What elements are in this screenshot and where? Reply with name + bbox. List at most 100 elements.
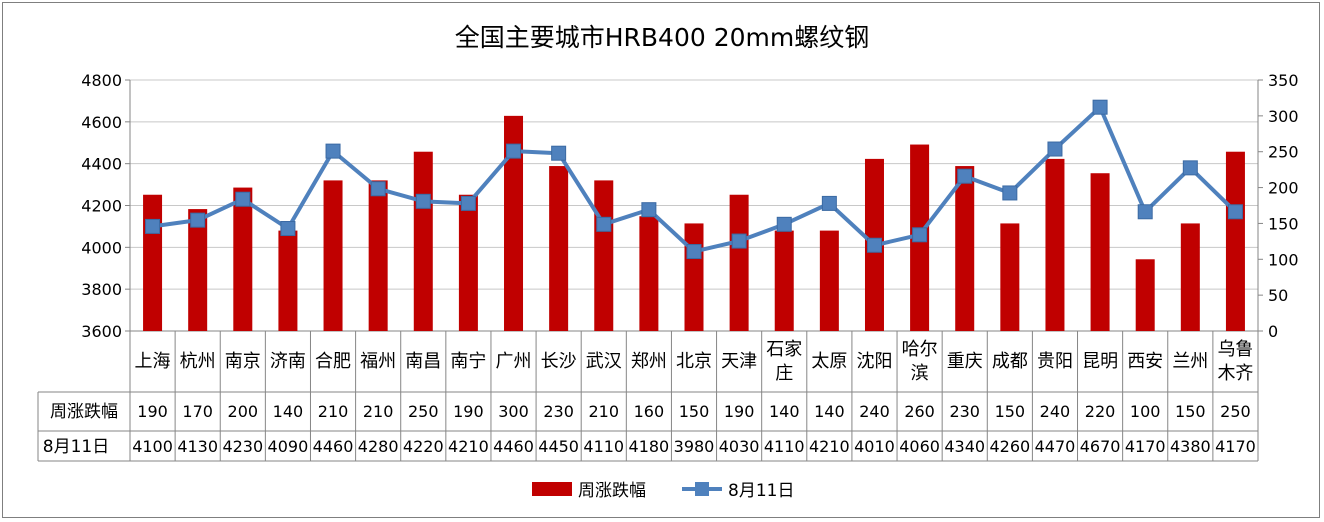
- table-cell: 140: [814, 402, 845, 421]
- bar: [819, 230, 839, 331]
- right-tick-label: 150: [1268, 214, 1299, 233]
- left-tick-label: 3800: [81, 280, 122, 299]
- table-cell: 4230: [222, 437, 263, 456]
- left-tick-label: 4200: [81, 197, 122, 216]
- category-label: 南昌: [405, 351, 441, 372]
- category-label: 济南: [270, 351, 306, 372]
- table-cell: 210: [318, 402, 349, 421]
- line-point: [821, 195, 837, 211]
- category-label: 郑州: [631, 351, 667, 372]
- line-point: [776, 216, 792, 232]
- left-tick-label: 4800: [81, 71, 122, 90]
- table-cell: 4340: [944, 437, 985, 456]
- line-point: [596, 216, 612, 232]
- table-cell: 260: [904, 402, 935, 421]
- line-point: [866, 237, 882, 253]
- table-cell: 4010: [854, 437, 895, 456]
- category-label: 武汉: [586, 351, 622, 372]
- right-tick-label: 350: [1268, 71, 1299, 90]
- line-point: [1182, 160, 1198, 176]
- line-point: [370, 181, 386, 197]
- table-cell: 4380: [1170, 437, 1211, 456]
- table-cell: 4100: [132, 437, 173, 456]
- table-cell: 190: [453, 402, 484, 421]
- category-label: 太原: [811, 351, 847, 372]
- table-cell: 150: [1175, 402, 1206, 421]
- line-point: [1227, 204, 1243, 220]
- table-cell: 4460: [313, 437, 354, 456]
- line-point: [957, 168, 973, 184]
- table-cell: 100: [1130, 402, 1161, 421]
- bar: [639, 216, 659, 331]
- table-cell: 190: [724, 402, 755, 421]
- table-cell: 3980: [674, 437, 715, 456]
- gridlines: [129, 79, 1259, 332]
- legend-label: 周涨跌幅: [578, 481, 646, 501]
- table-cell: 230: [543, 402, 574, 421]
- category-label: 昆明: [1082, 351, 1118, 372]
- table-cell: 210: [363, 402, 394, 421]
- line-point: [1047, 141, 1063, 157]
- bar: [1045, 158, 1065, 331]
- category-label: 乌鲁木齐: [1217, 339, 1253, 384]
- bar: [504, 115, 524, 331]
- table-cell: 210: [588, 402, 619, 421]
- bar: [458, 194, 478, 331]
- legend-marker: [695, 482, 709, 496]
- line-point: [280, 221, 296, 237]
- table-cell: 4460: [493, 437, 534, 456]
- line-point: [415, 193, 431, 209]
- bar: [233, 187, 253, 331]
- chart-title: 全国主要城市HRB400 20mm螺纹钢: [455, 23, 870, 52]
- bar: [1000, 223, 1020, 331]
- line-point: [641, 202, 657, 218]
- line-point: [1092, 99, 1108, 115]
- category-label: 重庆: [947, 351, 983, 372]
- category-label: 长沙: [541, 351, 577, 372]
- table-cell: 230: [949, 402, 980, 421]
- table-cell: 240: [859, 402, 890, 421]
- bar: [549, 166, 569, 331]
- bar: [413, 151, 433, 331]
- bar: [188, 209, 208, 331]
- table-cell: 250: [408, 402, 439, 421]
- category-label: 杭州: [180, 351, 216, 372]
- line-point: [325, 143, 341, 159]
- line-point: [145, 218, 161, 234]
- left-tick-label: 4000: [81, 238, 122, 257]
- bar: [774, 230, 794, 331]
- line-point: [551, 145, 567, 161]
- bar: [594, 180, 614, 331]
- table-cell: 4670: [1080, 437, 1121, 456]
- left-tick-label: 4400: [81, 155, 122, 174]
- table-cell: 250: [1220, 402, 1251, 421]
- line-point: [506, 143, 522, 159]
- category-label: 成都: [992, 351, 1028, 372]
- line-point: [460, 195, 476, 211]
- line-point: [686, 244, 702, 260]
- table-cell: 4260: [989, 437, 1030, 456]
- line-series: [145, 99, 1243, 260]
- category-label: 广州: [496, 351, 532, 372]
- line-point: [912, 227, 928, 243]
- right-tick-label: 200: [1268, 179, 1299, 198]
- line-point: [235, 191, 251, 207]
- category-label: 南京: [225, 351, 261, 372]
- table-cell: 4450: [538, 437, 579, 456]
- left-tick-label: 4600: [81, 113, 122, 132]
- table-cell: 4060: [899, 437, 940, 456]
- right-tick-label: 250: [1268, 143, 1299, 162]
- bar: [323, 180, 343, 331]
- table-cell: 4180: [629, 437, 670, 456]
- bar: [729, 194, 749, 331]
- table-cell: 140: [273, 402, 304, 421]
- right-axis: 0 50 100 150 200 250 300 350: [1258, 71, 1299, 341]
- table-cell: 300: [498, 402, 529, 421]
- bar-series: [143, 115, 1245, 331]
- table-cell: 4280: [358, 437, 399, 456]
- bar: [278, 230, 298, 331]
- category-label: 天津: [721, 351, 757, 372]
- category-label: 福州: [360, 351, 396, 372]
